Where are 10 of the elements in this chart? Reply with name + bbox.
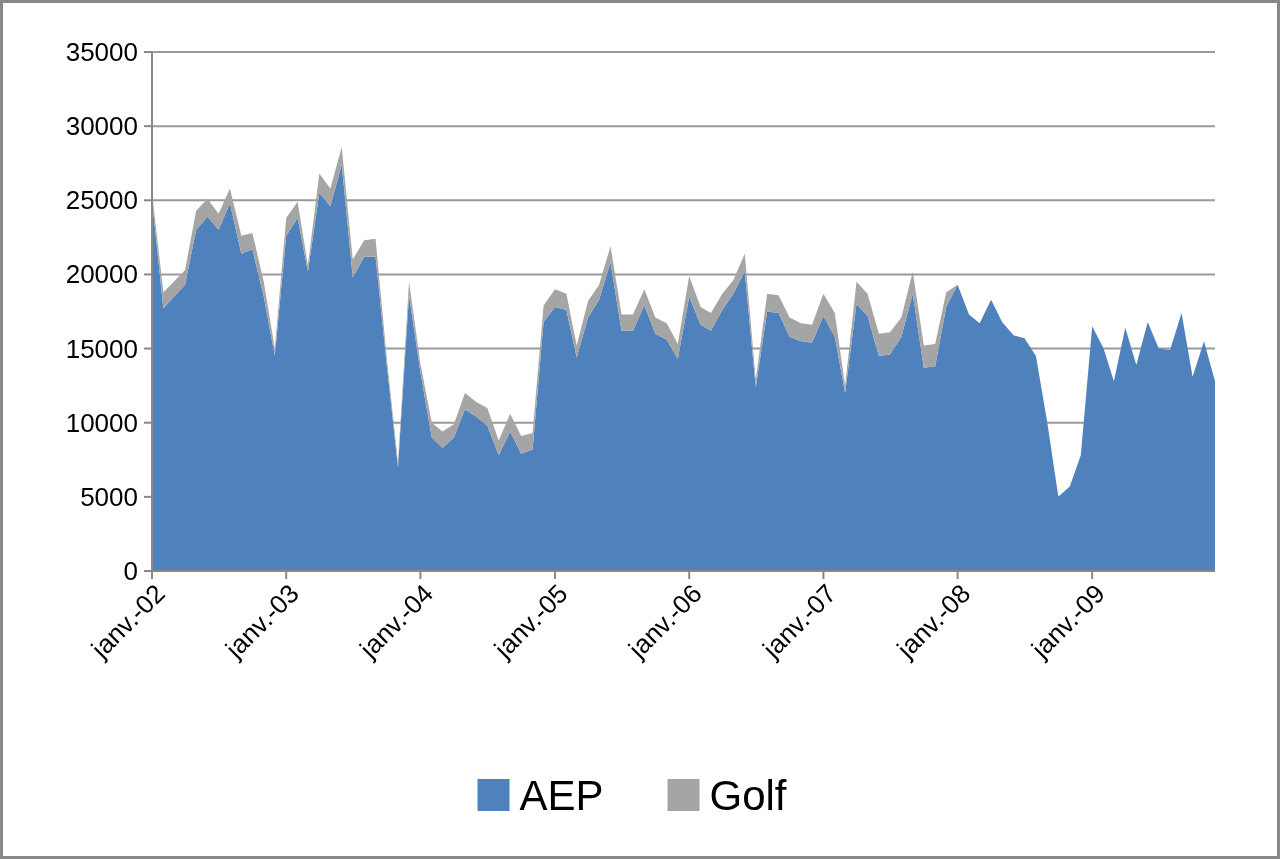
y-tick-label: 15000 xyxy=(65,333,138,364)
legend-label: AEP xyxy=(519,771,604,819)
y-tick-label: 5000 xyxy=(80,481,138,512)
y-tick-label: 10000 xyxy=(65,407,138,438)
y-tick-label: 30000 xyxy=(65,111,138,142)
y-tick-label: 35000 xyxy=(65,37,138,67)
y-tick-label: 25000 xyxy=(65,185,138,216)
y-tick-label: 0 xyxy=(123,556,138,586)
y-tick-label: 20000 xyxy=(65,259,138,290)
legend-label: Golf xyxy=(709,771,787,819)
